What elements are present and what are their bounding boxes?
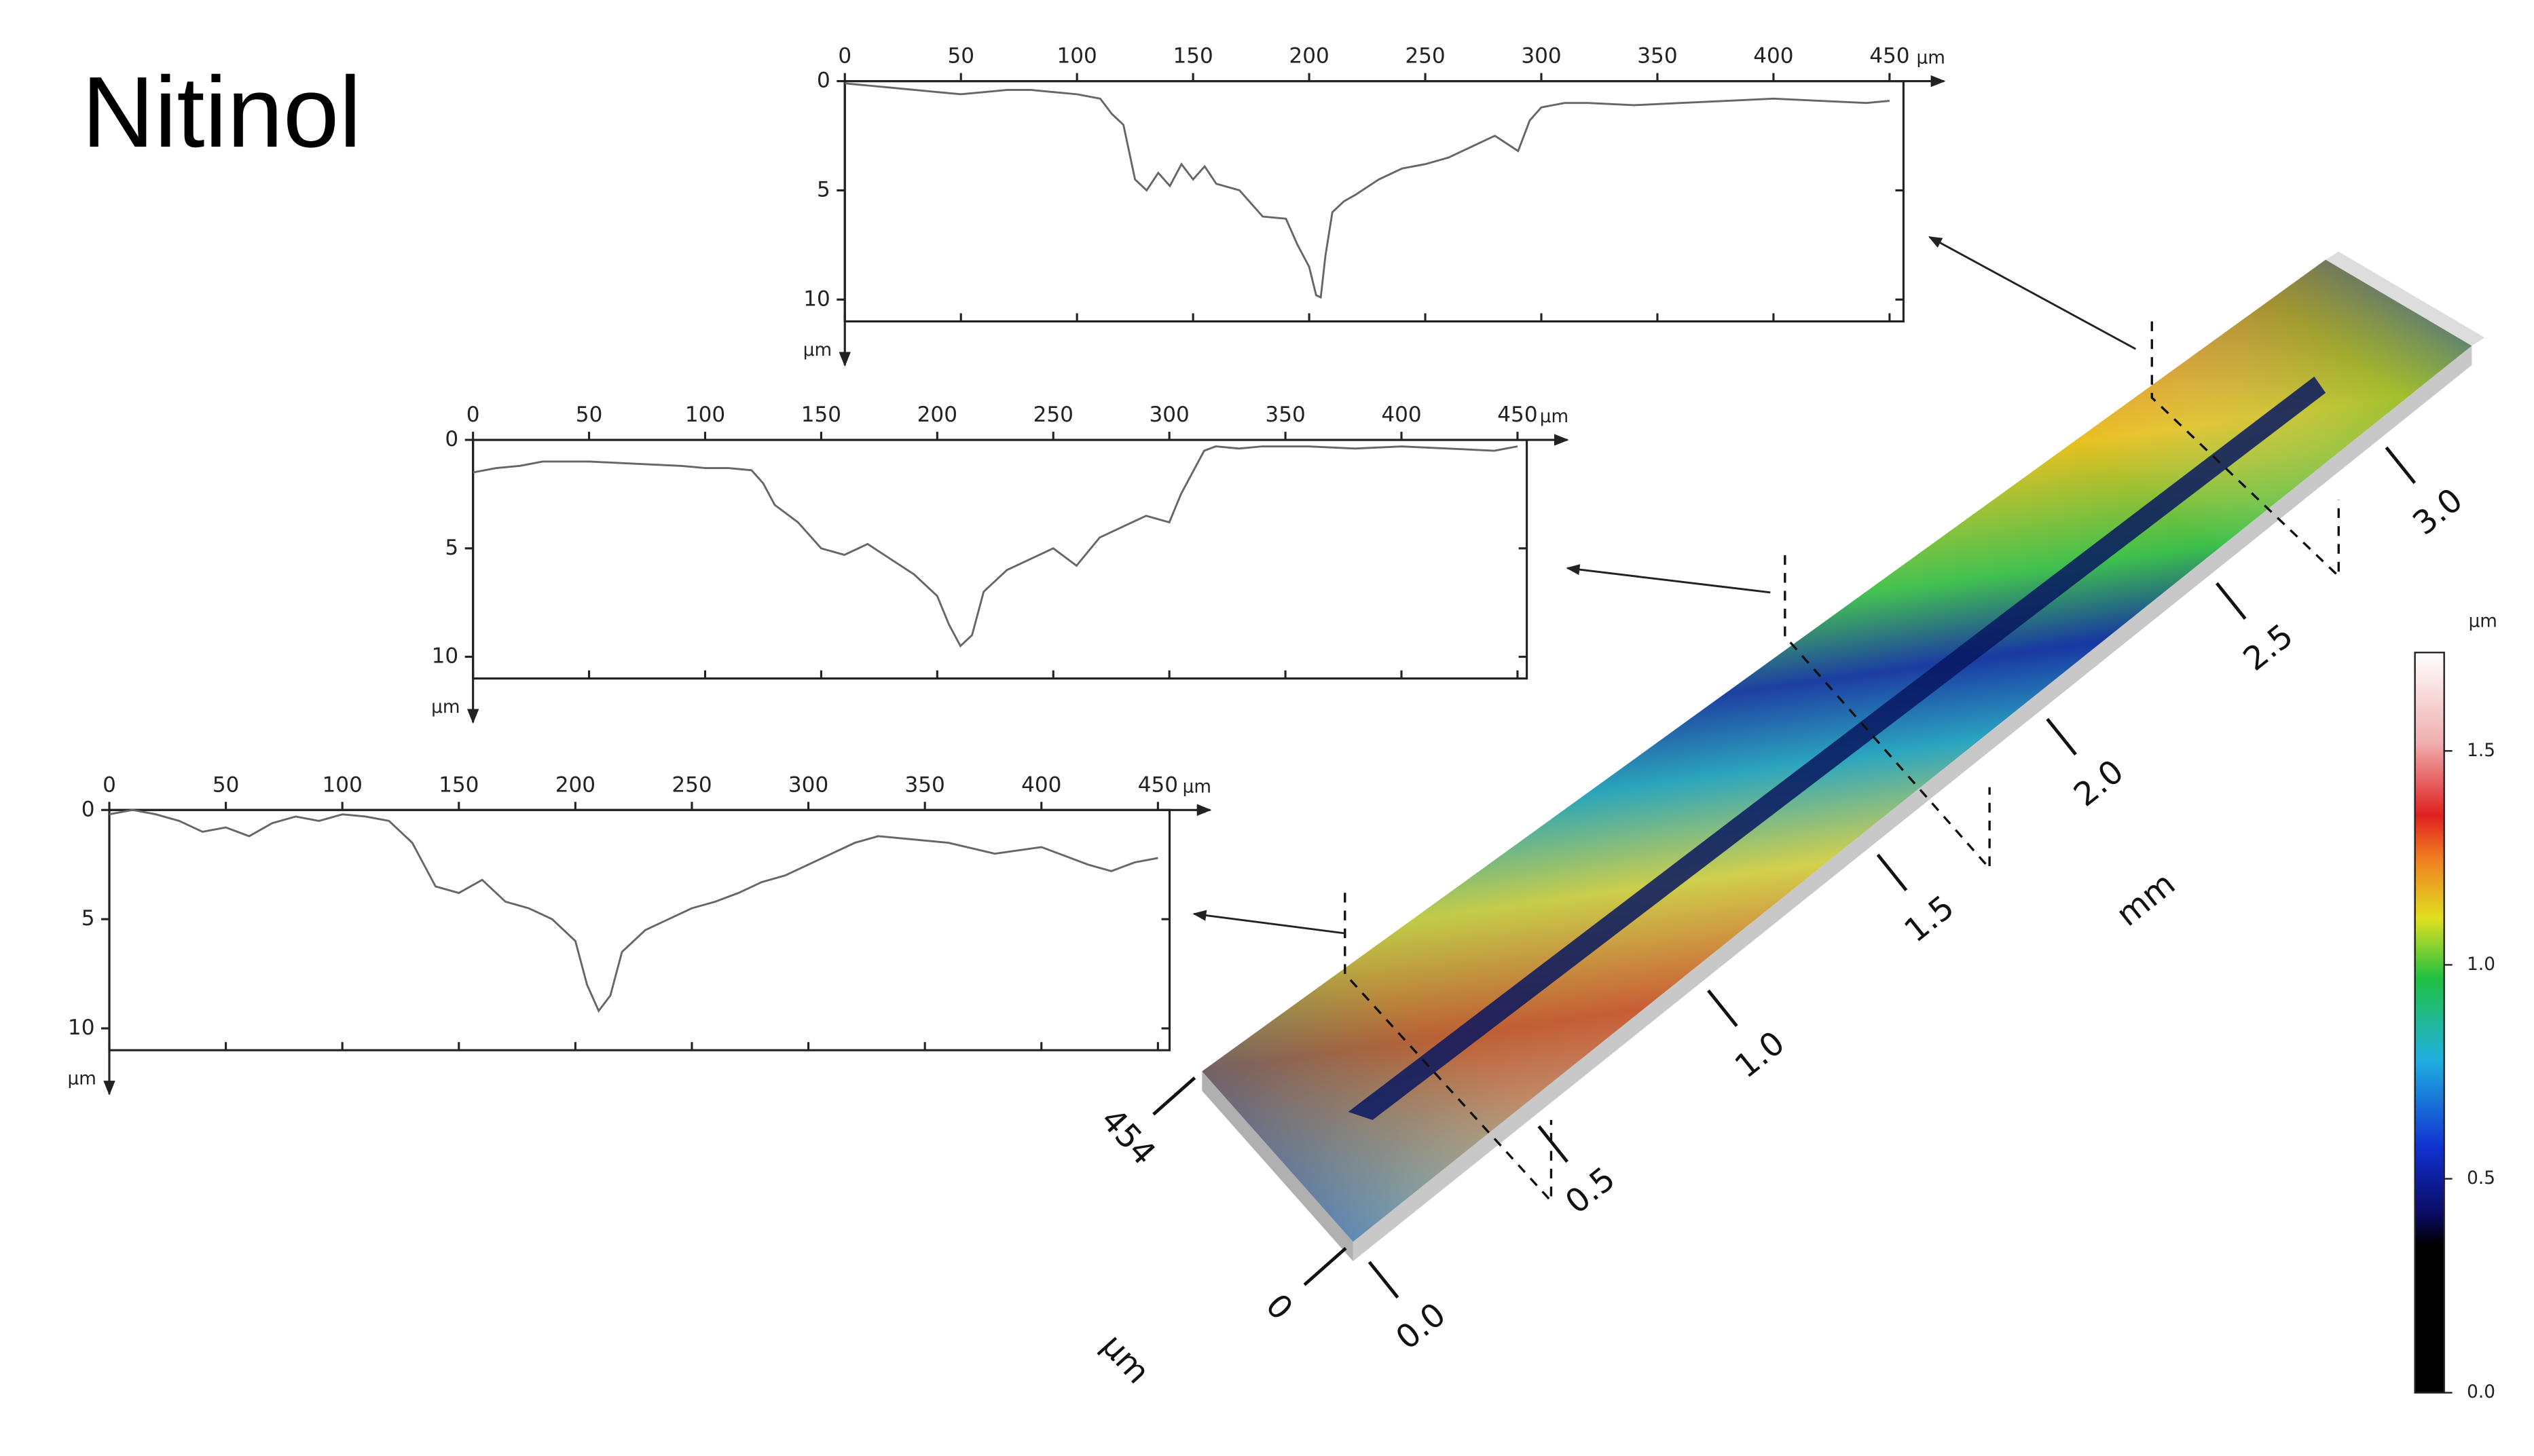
x-tick-label: 150	[439, 772, 479, 797]
arrow	[1928, 236, 2137, 350]
x-tick-label: 50	[213, 772, 240, 797]
y-tick-label: 10	[432, 644, 459, 669]
x-tick-label: 50	[947, 44, 974, 69]
x-axis-unit: µm	[1917, 48, 1945, 69]
profile-chart: µm µm 0 50 100 150 200 250 300 350 400 450 0 5 10	[803, 44, 1946, 367]
y-tick-label: 0	[817, 69, 830, 93]
y-tick-label: 10	[68, 1015, 95, 1040]
x-tick	[1707, 989, 1738, 1027]
x-tick-label: 450	[1869, 44, 1909, 69]
leader-arrows	[1192, 236, 2137, 935]
x-tick-label: 350	[905, 772, 945, 797]
y-tick-label: 0	[81, 797, 95, 821]
plot-frame	[472, 438, 1528, 680]
x-tick-label: 400	[1021, 772, 1061, 797]
y-tick-label: 0	[445, 427, 458, 451]
x-tick	[2046, 717, 2077, 755]
y-tick	[1303, 1247, 1347, 1286]
x-tick	[1876, 853, 1908, 891]
profile-line	[109, 808, 1158, 1013]
x-tick-label: 250	[1033, 403, 1073, 427]
x-tick-label: 450	[1497, 403, 1537, 427]
x-tick	[2385, 446, 2417, 484]
arrow	[1566, 564, 1771, 594]
x-tick-label: 350	[1265, 403, 1305, 427]
x-tick-label: 350	[1637, 44, 1677, 69]
x-tick-label: 250	[672, 772, 712, 797]
x-tick-label: 150	[801, 403, 841, 427]
x-tick-label: 300	[1150, 403, 1190, 427]
surface-edge	[2326, 251, 2485, 346]
arrow	[1192, 910, 1345, 935]
x-tick-label: 300	[788, 772, 828, 797]
x-tick	[1367, 1261, 1399, 1299]
y-tick-label: 0	[1258, 1287, 1300, 1327]
x-tick-label: 1.0	[1728, 1024, 1792, 1085]
x-tick-label: 50	[576, 403, 603, 427]
y-tick-label: 5	[445, 536, 458, 560]
colorbar	[2414, 652, 2445, 1394]
section-line	[1784, 555, 1991, 872]
x-tick-label: 450	[1138, 772, 1178, 797]
x-tick-label: 1.5	[1898, 889, 1962, 950]
x-axis-unit: µm	[1183, 777, 1211, 797]
x-tick-label: 2.0	[2068, 753, 2131, 814]
y-tick-label: 5	[817, 177, 830, 202]
profile-line	[473, 445, 1518, 648]
x-tick-label: 400	[1753, 44, 1793, 69]
y-axis-unit: µm	[803, 340, 832, 360]
colorbar-unit: µm	[2469, 611, 2497, 631]
x-tick-label: 200	[555, 772, 595, 797]
y-tick-label: 10	[803, 286, 830, 311]
surface-axes: 0.0 0.5 1.0 1.5 2.0 2.5 3.0 mm 0 454 µm 0.0 0.5 1.0 1.…	[1093, 446, 2497, 1402]
x-tick	[2215, 582, 2247, 620]
x-tick-label: 100	[323, 772, 363, 797]
profile-line	[845, 82, 1890, 299]
x-tick-label: 0	[466, 403, 480, 427]
x-tick-label: 150	[1173, 44, 1213, 69]
x-tick-label: 250	[1405, 44, 1445, 69]
colorbar-tick-label: 0.0	[2467, 1382, 2495, 1402]
groove	[1348, 376, 2326, 1120]
plot-frame	[108, 808, 1171, 1051]
x-tick-label: 200	[917, 403, 957, 427]
page-title: Nitinol	[81, 56, 361, 168]
x-tick-label: 2.5	[2237, 617, 2300, 678]
y-tick	[1152, 1076, 1196, 1116]
x-tick-label: 0	[838, 44, 851, 69]
x-tick	[1537, 1125, 1569, 1163]
y-axis-unit: µm	[68, 1069, 96, 1089]
x-tick-label: 200	[1289, 44, 1329, 69]
x-tick-label: 100	[685, 403, 725, 427]
surface-plot	[1192, 236, 2485, 1394]
colorbar-tick-label: 1.5	[2467, 741, 2495, 761]
plot-frame	[843, 80, 1905, 323]
x-tick-label: 100	[1057, 44, 1097, 69]
y-axis-unit: µm	[431, 697, 460, 717]
x-tick-label: 0.0	[1389, 1296, 1453, 1357]
surface-side	[1353, 346, 2472, 1262]
y-tick-label: 454	[1093, 1102, 1162, 1173]
y-tick-label: 5	[81, 906, 95, 931]
y-axis-title: µm	[1094, 1327, 1156, 1391]
profile-chart: µm µm 0 50 100 150 200 250 300 350 400 450 0 5 10	[431, 403, 1569, 724]
x-tick-label: 0	[103, 772, 116, 797]
x-axis-title: mm	[2110, 865, 2182, 934]
x-tick-label: 0.5	[1559, 1160, 1623, 1221]
surface-side	[1202, 1071, 1353, 1262]
x-tick-label: 3.0	[2406, 481, 2470, 542]
profile-chart: µm µm 0 50 100 150 200 250 300 350 400 450 0 5 10	[68, 772, 1212, 1096]
section-line	[2150, 321, 2340, 579]
colorbar-tick-label: 0.5	[2467, 1168, 2495, 1189]
colorbar-tick-label: 1.0	[2467, 954, 2495, 975]
x-axis-unit: µm	[1540, 407, 1568, 427]
x-tick-label: 400	[1381, 403, 1421, 427]
x-tick-label: 300	[1521, 44, 1561, 69]
